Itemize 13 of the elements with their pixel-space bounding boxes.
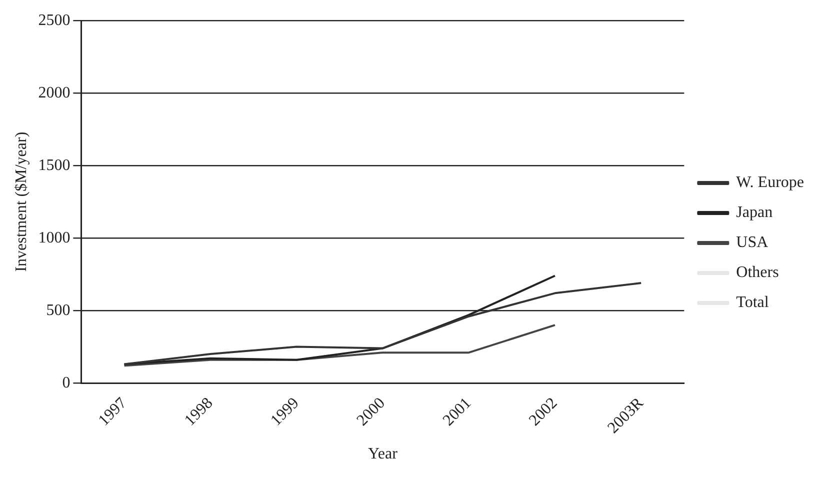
legend-label: Japan [736, 204, 773, 222]
y-tick-label: 1500 [38, 156, 70, 174]
legend-label: USA [736, 234, 769, 252]
y-tick-label: 0 [62, 374, 70, 392]
x-axis-title: Year [368, 446, 398, 463]
legend-label: W. Europe [736, 174, 804, 192]
y-axis-title: Investment ($M/year) [12, 132, 30, 272]
y-tick-label: 1000 [38, 229, 70, 246]
legend-label: Others [736, 264, 779, 282]
y-tick-label: 500 [46, 302, 70, 319]
legend-label: Total [736, 294, 770, 312]
y-tick-label: 2000 [38, 84, 70, 102]
y-tick-label: 2500 [38, 12, 70, 29]
